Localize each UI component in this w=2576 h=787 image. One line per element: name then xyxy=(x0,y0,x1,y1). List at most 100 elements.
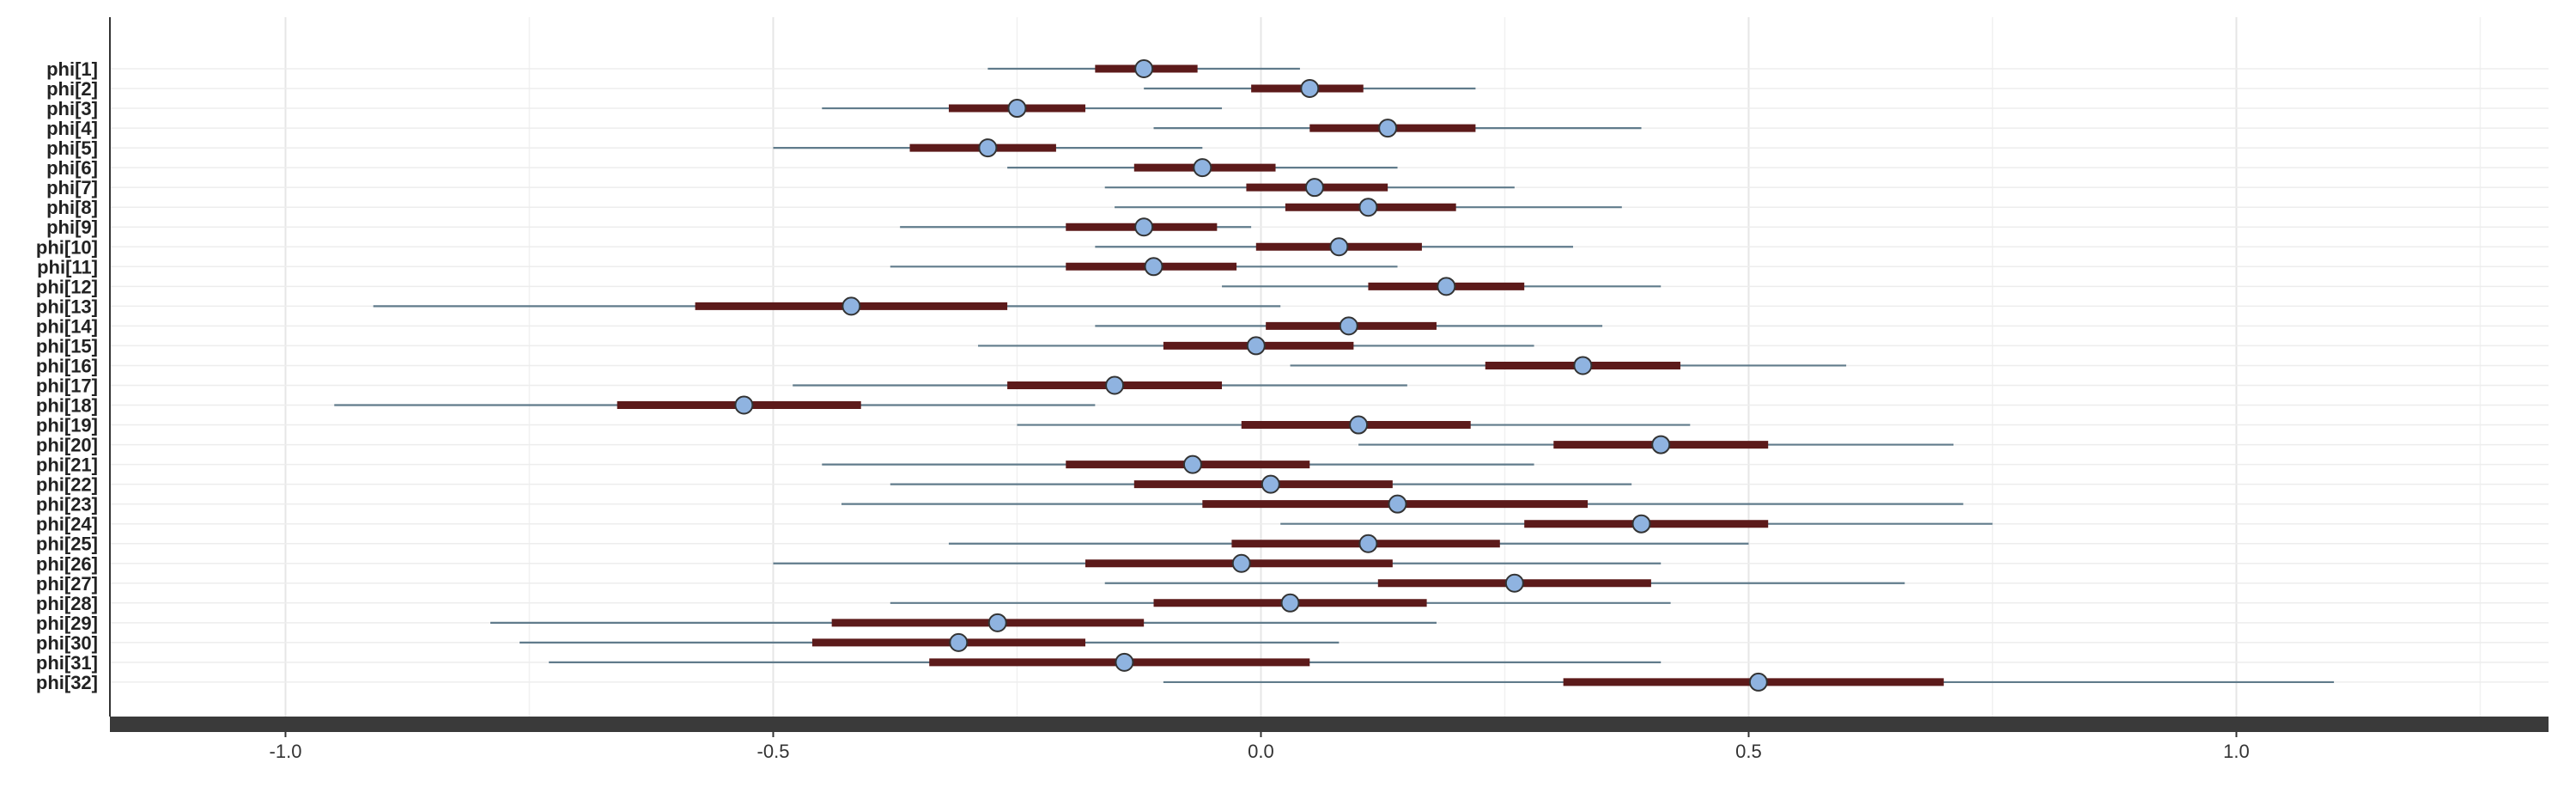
median-point xyxy=(1246,336,1266,356)
forest-row: phi[12] xyxy=(36,276,1662,297)
forest-row: phi[2] xyxy=(46,78,1476,100)
x-tick-label: 0.5 xyxy=(1735,741,1762,762)
row-label: phi[9] xyxy=(46,217,98,238)
median-point xyxy=(734,395,754,415)
median-point xyxy=(1631,514,1651,534)
forest-row: phi[20] xyxy=(36,435,1954,456)
x-tick-label: 1.0 xyxy=(2223,741,2250,762)
median-point xyxy=(1573,356,1593,375)
median-point xyxy=(1007,99,1027,119)
median-point xyxy=(1261,474,1280,494)
median-point xyxy=(1105,375,1125,395)
forest-row: phi[4] xyxy=(46,118,1642,139)
row-label: phi[11] xyxy=(37,256,98,278)
forest-row: phi[16] xyxy=(36,355,1847,376)
row-label: phi[26] xyxy=(36,553,98,575)
forest-row: phi[31] xyxy=(36,652,1662,674)
row-label: phi[18] xyxy=(36,395,98,417)
forest-row: phi[6] xyxy=(46,157,1398,179)
median-point xyxy=(1339,316,1358,336)
row-label: phi[30] xyxy=(36,632,98,654)
forest-row: phi[17] xyxy=(36,375,1407,396)
row-label: phi[7] xyxy=(46,177,98,198)
forest-row: phi[25] xyxy=(36,534,1749,555)
median-point xyxy=(1378,119,1398,138)
median-point xyxy=(978,138,998,158)
row-label: phi[21] xyxy=(36,455,98,476)
forest-row: phi[11] xyxy=(37,256,1398,278)
row-label: phi[27] xyxy=(36,573,98,595)
median-point xyxy=(1329,237,1349,257)
median-point xyxy=(1231,553,1251,573)
row-label: phi[2] xyxy=(46,78,98,100)
median-point xyxy=(1300,79,1320,99)
forest-row: phi[24] xyxy=(36,514,1993,535)
row-label: phi[8] xyxy=(46,197,98,218)
median-point xyxy=(1144,257,1163,277)
row-label: phi[31] xyxy=(36,652,98,674)
median-point xyxy=(1651,435,1671,455)
median-point xyxy=(1748,672,1768,692)
median-point xyxy=(1134,217,1154,237)
forest-row: phi[10] xyxy=(36,236,1573,258)
row-label: phi[20] xyxy=(36,435,98,456)
x-tick-label: -1.0 xyxy=(270,741,302,762)
forest-rows: phi[1]phi[2]phi[3]phi[4]phi[5]phi[6]phi[… xyxy=(36,58,2335,693)
median-point xyxy=(1115,652,1134,672)
row-label: phi[10] xyxy=(36,236,98,258)
forest-row: phi[7] xyxy=(46,177,1515,198)
row-label: phi[6] xyxy=(46,157,98,179)
forest-row: phi[27] xyxy=(36,573,1905,595)
forest-row: phi[26] xyxy=(36,553,1662,575)
grid-lines xyxy=(110,17,2549,717)
x-tick-label: 0.0 xyxy=(1248,741,1274,762)
forest-row: phi[14] xyxy=(36,315,1603,337)
row-label: phi[24] xyxy=(36,514,98,535)
row-label: phi[17] xyxy=(36,375,98,396)
forest-row: phi[15] xyxy=(36,335,1534,357)
median-point xyxy=(1504,573,1524,593)
forest-row: phi[19] xyxy=(36,415,1691,436)
forest-row: phi[13] xyxy=(36,296,1281,317)
median-point xyxy=(1437,277,1456,296)
median-point xyxy=(1304,178,1324,198)
row-label: phi[4] xyxy=(46,118,98,139)
x-tick-label: -0.5 xyxy=(757,741,790,762)
x-axis-ticks: -1.0 -0.5 0.0 0.5 1.0 xyxy=(270,732,2250,762)
forest-row: phi[21] xyxy=(36,455,1534,476)
row-label: phi[5] xyxy=(46,137,98,159)
forest-row: phi[5] xyxy=(46,137,1203,159)
forest-row: phi[32] xyxy=(36,672,2335,693)
forest-row: phi[28] xyxy=(36,593,1671,614)
forest-row: phi[3] xyxy=(46,98,1223,119)
median-point xyxy=(1358,198,1378,217)
median-point xyxy=(1182,455,1202,474)
row-label: phi[28] xyxy=(36,593,98,614)
median-point xyxy=(1358,534,1378,553)
row-label: phi[29] xyxy=(36,613,98,634)
row-label: phi[25] xyxy=(36,534,98,555)
forest-row: phi[30] xyxy=(36,632,1340,654)
forest-row: phi[18] xyxy=(36,395,1096,417)
median-point xyxy=(1280,593,1300,613)
median-point xyxy=(1388,494,1407,514)
forest-row: phi[22] xyxy=(36,474,1632,496)
forest-row: phi[8] xyxy=(46,197,1622,218)
row-label: phi[12] xyxy=(36,276,98,297)
row-label: phi[3] xyxy=(46,98,98,119)
median-point xyxy=(1193,158,1212,178)
forest-row: phi[29] xyxy=(36,613,1437,634)
row-label: phi[14] xyxy=(36,315,98,337)
median-point xyxy=(1134,59,1154,78)
forest-row: phi[9] xyxy=(46,217,1252,238)
row-label: phi[22] xyxy=(36,474,98,496)
x-axis-bar xyxy=(110,717,2549,732)
row-label: phi[13] xyxy=(36,296,98,317)
row-label: phi[15] xyxy=(36,335,98,357)
forest-row: phi[23] xyxy=(36,494,1964,516)
row-label: phi[32] xyxy=(36,672,98,693)
median-point xyxy=(987,613,1007,632)
row-label: phi[16] xyxy=(36,355,98,376)
row-label: phi[23] xyxy=(36,494,98,516)
